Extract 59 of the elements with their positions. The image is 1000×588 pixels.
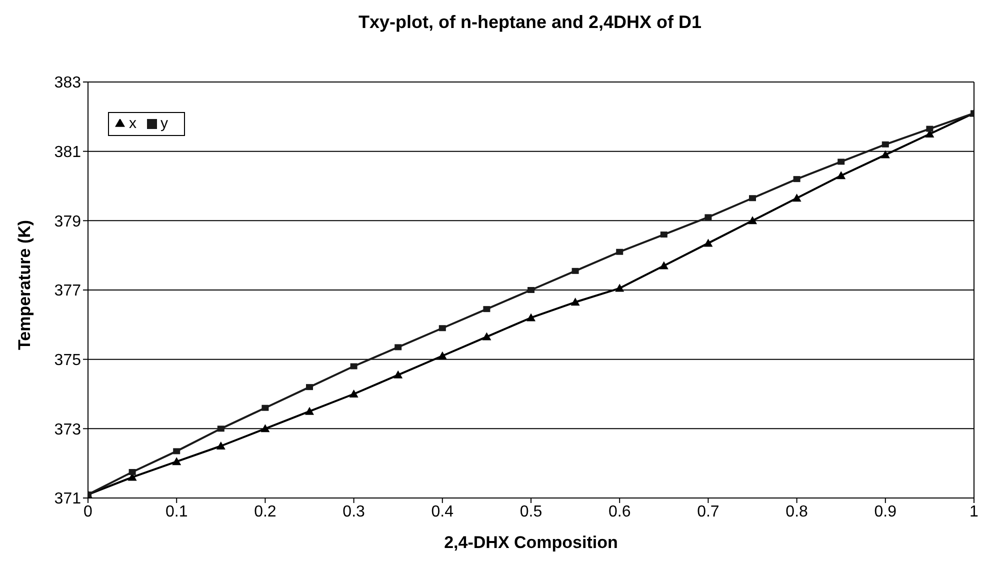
chart-title: Txy-plot, of n-heptane and 2,4DHX of D1 xyxy=(357,11,703,34)
point xyxy=(172,457,182,466)
point xyxy=(748,216,757,224)
point xyxy=(262,404,269,411)
point xyxy=(704,214,712,220)
point xyxy=(793,176,800,182)
x-tick-label: 1 xyxy=(970,503,979,520)
point xyxy=(528,287,534,293)
point xyxy=(173,448,180,454)
point xyxy=(880,150,890,158)
point xyxy=(572,268,579,274)
legend-label: x xyxy=(129,115,136,132)
point xyxy=(394,370,403,378)
x-tick-label: 0 xyxy=(84,503,93,520)
point xyxy=(704,238,713,247)
x-tick-label: 0.1 xyxy=(165,503,188,520)
y-tick-label: 373 xyxy=(54,421,82,438)
y-axis-title: Temperature (K) xyxy=(15,220,34,350)
point xyxy=(483,306,490,312)
x-tick-label: 0.4 xyxy=(431,503,454,520)
point xyxy=(659,261,668,270)
x-axis-title: 2,4-DHX Composition xyxy=(444,533,618,552)
legend-label: y xyxy=(160,115,168,132)
x-tick-label: 0.8 xyxy=(786,503,808,520)
point xyxy=(350,363,358,370)
y-tick-label: 375 xyxy=(54,352,82,370)
point xyxy=(306,384,313,390)
x-tick-label: 0.9 xyxy=(874,503,897,520)
point xyxy=(217,426,224,432)
point xyxy=(570,298,580,306)
y-tick-label: 383 xyxy=(54,74,82,92)
point xyxy=(216,442,226,450)
point xyxy=(438,351,447,360)
point xyxy=(305,406,314,415)
point xyxy=(438,325,446,332)
point xyxy=(526,313,536,322)
point xyxy=(482,332,492,340)
point xyxy=(394,344,402,350)
point xyxy=(660,232,668,238)
y-tick-label: 377 xyxy=(54,282,82,300)
y-tick-label: 379 xyxy=(54,213,82,230)
point xyxy=(128,469,136,475)
y-tick-label: 381 xyxy=(54,144,82,162)
x-tick-label: 0.6 xyxy=(608,503,631,520)
x-tick-label: 0.3 xyxy=(342,503,366,520)
point xyxy=(349,390,358,398)
point xyxy=(882,141,889,148)
x-tick-label: 0.7 xyxy=(697,503,720,520)
x-tick-label: 0.5 xyxy=(520,503,542,520)
point xyxy=(926,126,934,132)
point xyxy=(260,424,270,432)
point xyxy=(615,284,624,292)
point xyxy=(838,158,845,165)
point xyxy=(792,194,802,202)
point xyxy=(836,171,846,180)
point xyxy=(616,248,624,255)
x-tick-label: 0.2 xyxy=(254,503,276,520)
point xyxy=(749,195,756,202)
y-tick-label: 371 xyxy=(54,490,82,508)
